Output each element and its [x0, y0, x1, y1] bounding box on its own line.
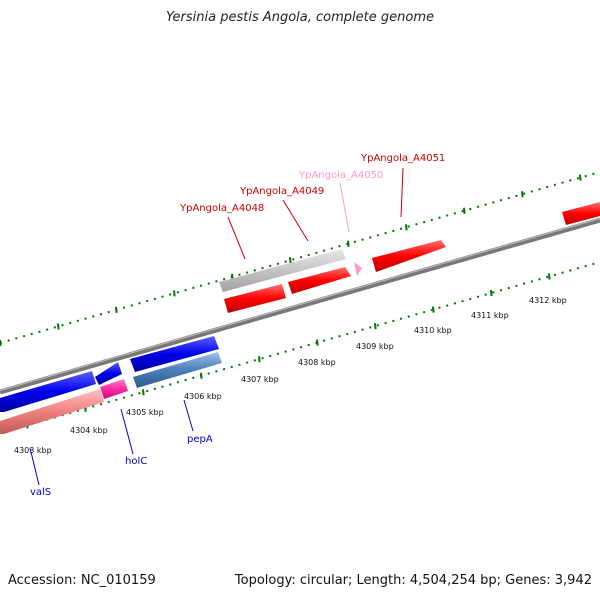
- gene-ypangola-a4049[interactable]: [224, 284, 286, 313]
- gene-vals[interactable]: [0, 389, 104, 434]
- scale-label: 4310 kbp: [414, 326, 452, 335]
- gene-ypangola-a4051[interactable]: [372, 240, 446, 272]
- map-title: Yersinia pestis Angola, complete genome: [166, 10, 434, 25]
- leader-vals: [29, 447, 40, 486]
- major-tick: [173, 290, 176, 297]
- leader-a4050: [339, 182, 350, 233]
- label-a4048[interactable]: YpAngola_A4048: [179, 203, 264, 214]
- accession-text: Accession: NC_010159: [8, 573, 156, 588]
- major-tick: [57, 323, 60, 330]
- gene-ypangola-a4048[interactable]: [219, 249, 346, 292]
- label-pepa[interactable]: pepA: [187, 434, 213, 445]
- label-a4051[interactable]: YpAngola_A4051: [360, 153, 445, 164]
- label-a4050[interactable]: YpAngola_A4050: [298, 170, 383, 181]
- major-tick: [142, 389, 145, 396]
- gene-reverse-2[interactable]: [95, 362, 122, 385]
- scale-labels: 4303 kbp 4304 kbp 4305 kbp 4306 kbp 4307…: [14, 296, 567, 455]
- scale-label: 4307 kbp: [241, 375, 279, 384]
- scale-label: 4312 kbp: [529, 296, 567, 305]
- gene-ypangola-a4050[interactable]: [354, 262, 362, 276]
- leader-holc: [120, 408, 134, 455]
- major-tick: [258, 356, 261, 363]
- leader-a4051: [400, 167, 404, 218]
- leader-a4049: [282, 199, 309, 242]
- gene-right-edge[interactable]: [562, 202, 600, 225]
- major-tick: [200, 372, 203, 379]
- scale-label: 4303 kbp: [14, 446, 52, 455]
- scale-label: 4311 kbp: [471, 311, 509, 320]
- major-tick: [521, 191, 524, 198]
- label-a4049[interactable]: YpAngola_A4049: [239, 186, 324, 197]
- gene-pepa-steel[interactable]: [133, 352, 222, 388]
- gene-holc[interactable]: [100, 379, 128, 399]
- major-tick: [432, 306, 435, 313]
- leader-a4048: [227, 216, 246, 260]
- leader-pepa: [183, 399, 194, 432]
- gene-ypangola-a4049b[interactable]: [288, 267, 351, 294]
- major-tick: [490, 289, 493, 297]
- major-tick: [374, 323, 377, 330]
- major-tick: [405, 224, 408, 231]
- major-tick: [316, 339, 319, 346]
- major-tick: [115, 306, 118, 314]
- major-tick: [463, 207, 466, 214]
- gene-reverse-1[interactable]: [0, 371, 96, 412]
- scale-label: 4309 kbp: [356, 342, 394, 351]
- scale-label: 4304 kbp: [70, 426, 108, 435]
- scale-label: 4305 kbp: [126, 408, 164, 417]
- lower-major-ticks: [26, 273, 551, 429]
- gene-reverse-pepA[interactable]: [130, 336, 219, 372]
- major-tick: [579, 174, 582, 181]
- upper-major-ticks: [0, 174, 582, 347]
- major-tick: [548, 273, 551, 280]
- label-vals[interactable]: valS: [30, 487, 51, 498]
- genome-backbone: [0, 217, 600, 395]
- label-holc[interactable]: holC: [125, 456, 147, 467]
- major-tick: [0, 339, 2, 347]
- upper-tick-track: [0, 171, 600, 344]
- genome-summary-text: Topology: circular; Length: 4,504,254 bp…: [234, 573, 592, 588]
- genome-backbone-highlight: [0, 217, 600, 392]
- scale-label: 4306 kbp: [184, 392, 222, 401]
- scale-label: 4308 kbp: [298, 358, 336, 367]
- major-tick: [289, 257, 292, 264]
- major-tick: [347, 240, 350, 247]
